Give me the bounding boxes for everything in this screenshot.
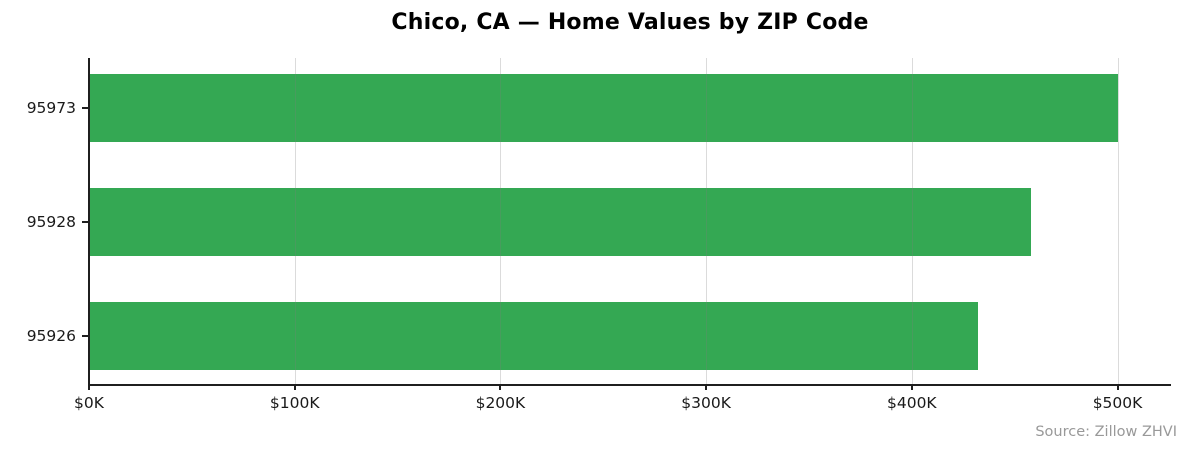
x-tick-mark [705,384,708,390]
y-tick-mark [82,107,88,109]
x-tick-label: $400K [886,394,937,412]
gridline-$300K [706,58,708,384]
x-tick-mark [88,384,90,390]
bar-95973 [89,74,1118,142]
x-tick-mark [293,384,296,390]
source-note: Source: Zillow ZHVI [1035,424,1177,440]
y-tick-label-95926: 95926 [26,327,76,345]
y-axis-spine [88,58,90,384]
y-tick-mark [82,221,88,223]
x-axis-spine [88,384,1171,386]
chart-title: Chico, CA — Home Values by ZIP Code [391,10,869,35]
bar-95928 [89,188,1032,256]
gridline-$500K [1117,58,1119,384]
x-tick-mark [910,384,913,390]
x-tick-label: $200K [475,394,526,412]
x-tick-label: $500K [1092,394,1143,412]
gridline-$100K [294,58,296,384]
y-tick-mark [82,335,88,337]
x-tick-mark [499,384,502,390]
gridline-$200K [500,58,502,384]
gridline-$400K [911,58,913,384]
bar-95926 [89,302,978,370]
y-tick-label-95973: 95973 [26,99,76,117]
plot-area [82,58,1171,390]
x-tick-label: $0K [74,394,104,412]
x-tick-mark [1116,384,1119,390]
x-tick-label: $300K [681,394,731,412]
y-tick-label-95928: 95928 [26,213,76,231]
x-tick-label: $100K [269,394,320,412]
